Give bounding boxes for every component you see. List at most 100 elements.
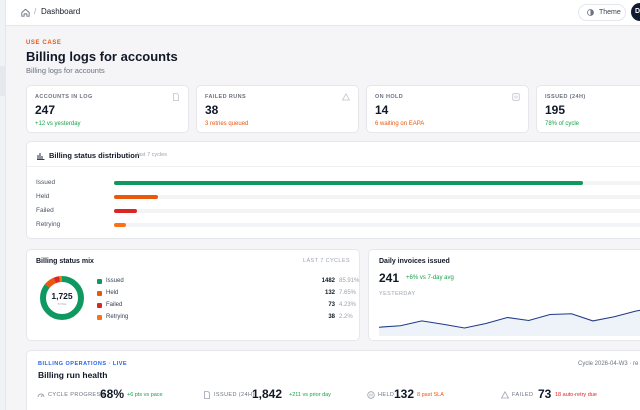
legend-swatch (97, 315, 102, 320)
page-eyebrow: USE CASE (26, 40, 62, 46)
status-donut-chart: 1,725 TOTAL (40, 276, 84, 320)
daily-title: Daily invoices issued (379, 258, 450, 265)
billing-ops-card: BILLING OPERATIONS · LIVE Billing run he… (26, 350, 640, 410)
mix-legend-row: Retrying 38 2.2% (97, 313, 365, 323)
document-icon (204, 391, 210, 399)
home-icon[interactable] (20, 7, 31, 18)
legend-count: 1482 (321, 278, 335, 284)
distribution-track (114, 223, 640, 227)
stat-value: 132 (394, 387, 415, 401)
distribution-bar-held (114, 195, 158, 199)
gauge-icon (37, 393, 45, 398)
kpi-label: ISSUED (24H) (545, 94, 586, 100)
distribution-label-issued: Issued (36, 179, 56, 186)
stat-label: HELD (378, 392, 395, 398)
stat-value: 1,842 (252, 387, 283, 401)
legend-name: Failed (106, 302, 123, 308)
legend-percent: 85.91% (339, 278, 360, 284)
daily-sparkline (378, 309, 640, 336)
document-icon (173, 93, 179, 101)
avatar[interactable]: D (631, 3, 640, 21)
sun-icon (587, 9, 594, 16)
donut-total: 1,725 (51, 291, 73, 301)
distribution-label-failed: Failed (36, 207, 54, 214)
mix-legend-row: Failed 73 4.23% (97, 301, 365, 311)
page-subtitle: Billing logs for accounts (26, 66, 105, 75)
kpi-card-accounts[interactable]: ACCOUNTS IN LOG 247 +12 vs yesterday (26, 85, 189, 133)
legend-name: Held (106, 290, 119, 296)
distribution-bar-failed (114, 209, 137, 213)
mix-legend-row: Held 132 7.65% (97, 289, 365, 299)
stat-delta: +211 vs prior day (289, 392, 331, 398)
distribution-bar-issued (114, 181, 583, 185)
theme-button-label: Theme (599, 9, 621, 16)
legend-swatch (97, 279, 102, 284)
ops-eyebrow: BILLING OPERATIONS · LIVE (38, 361, 128, 367)
pause-icon (512, 93, 520, 101)
ops-cycle-label: Cycle 2026-04-W3 · re (578, 361, 639, 367)
stat-value: 68% (100, 387, 125, 401)
legend-swatch (97, 291, 102, 296)
breadcrumb-separator: / (34, 7, 37, 16)
bar-chart-icon (37, 153, 45, 160)
breadcrumb-dashboard[interactable]: Dashboard (41, 7, 81, 16)
kpi-delta: +12 vs yesterday (35, 121, 81, 127)
warning-icon (342, 93, 350, 101)
kpi-value: 38 (205, 103, 219, 117)
stat-delta: +6 pts vs pace (127, 392, 163, 398)
stat-value: 73 (538, 387, 552, 401)
status-distribution-card: Billing status distribution last 7 cycle… (26, 141, 640, 239)
legend-percent: 7.65% (339, 290, 357, 296)
kpi-value: 195 (545, 103, 566, 117)
stat-label: ISSUED (24H) (214, 392, 255, 398)
daily-value: 241 (379, 271, 400, 285)
legend-name: Issued (106, 278, 124, 284)
status-mix-card: Billing status mix LAST 7 CYCLES 1,725 T… (26, 249, 360, 341)
left-rail (0, 0, 6, 410)
kpi-delta: 78% of cycle (545, 121, 580, 127)
top-bar: / Dashboard Theme D (6, 0, 640, 26)
stat-label: CYCLE PROGRESS (48, 392, 105, 398)
legend-name: Retrying (106, 314, 129, 320)
kpi-label: ACCOUNTS IN LOG (35, 94, 93, 100)
legend-percent: 4.23% (339, 302, 357, 308)
left-rail-active-marker (0, 66, 6, 96)
ops-title: Billing run health (38, 370, 108, 380)
kpi-card-on-hold[interactable]: ON HOLD 14 6 waiting on EAPA (366, 85, 529, 133)
legend-swatch (97, 303, 102, 308)
sparkline-area (379, 310, 640, 336)
divider (27, 166, 640, 167)
warning-icon (501, 391, 509, 399)
mix-title: Billing status mix (36, 258, 94, 265)
stat-label: FAILED (512, 392, 534, 398)
distribution-bar-retrying (114, 223, 126, 227)
kpi-value: 247 (35, 103, 56, 117)
theme-button[interactable]: Theme (578, 4, 626, 21)
avatar-initial: D (635, 8, 640, 15)
kpi-label: ON HOLD (375, 94, 404, 100)
distribution-track (114, 195, 640, 199)
kpi-value: 14 (375, 103, 389, 117)
legend-count: 73 (328, 302, 335, 308)
stat-delta: 18 auto-retry due (555, 392, 597, 398)
distribution-label-held: Held (36, 193, 50, 200)
sparkline-line (378, 309, 640, 329)
kpi-label: FAILED RUNS (205, 94, 247, 100)
kpi-card-issued[interactable]: ISSUED (24H) 195 78% of cycle (536, 85, 640, 133)
daily-tag: YESTERDAY (379, 291, 416, 297)
kpi-delta: 3 retries queued (205, 121, 249, 127)
stat-delta: 8 past SLA (417, 392, 444, 398)
donut-total-label: TOTAL (57, 302, 67, 306)
legend-percent: 2.2% (339, 314, 353, 320)
daily-invoices-card: Daily invoices issued 241 +6% vs 7-day a… (368, 249, 640, 341)
mix-legend-row: Issued 1482 85.91% (97, 277, 365, 287)
kpi-card-failed-runs[interactable]: FAILED RUNS 38 3 retries queued (196, 85, 359, 133)
distribution-title: Billing status distribution (49, 151, 140, 160)
mix-tag: LAST 7 CYCLES (303, 258, 350, 264)
daily-delta: +6% vs 7-day avg (406, 275, 454, 281)
kpi-delta: 6 waiting on EAPA (375, 121, 425, 127)
legend-count: 132 (324, 290, 335, 296)
pause-icon (367, 391, 375, 399)
distribution-label-retrying: Retrying (36, 221, 61, 228)
donut-segment-retrying (40, 276, 84, 320)
